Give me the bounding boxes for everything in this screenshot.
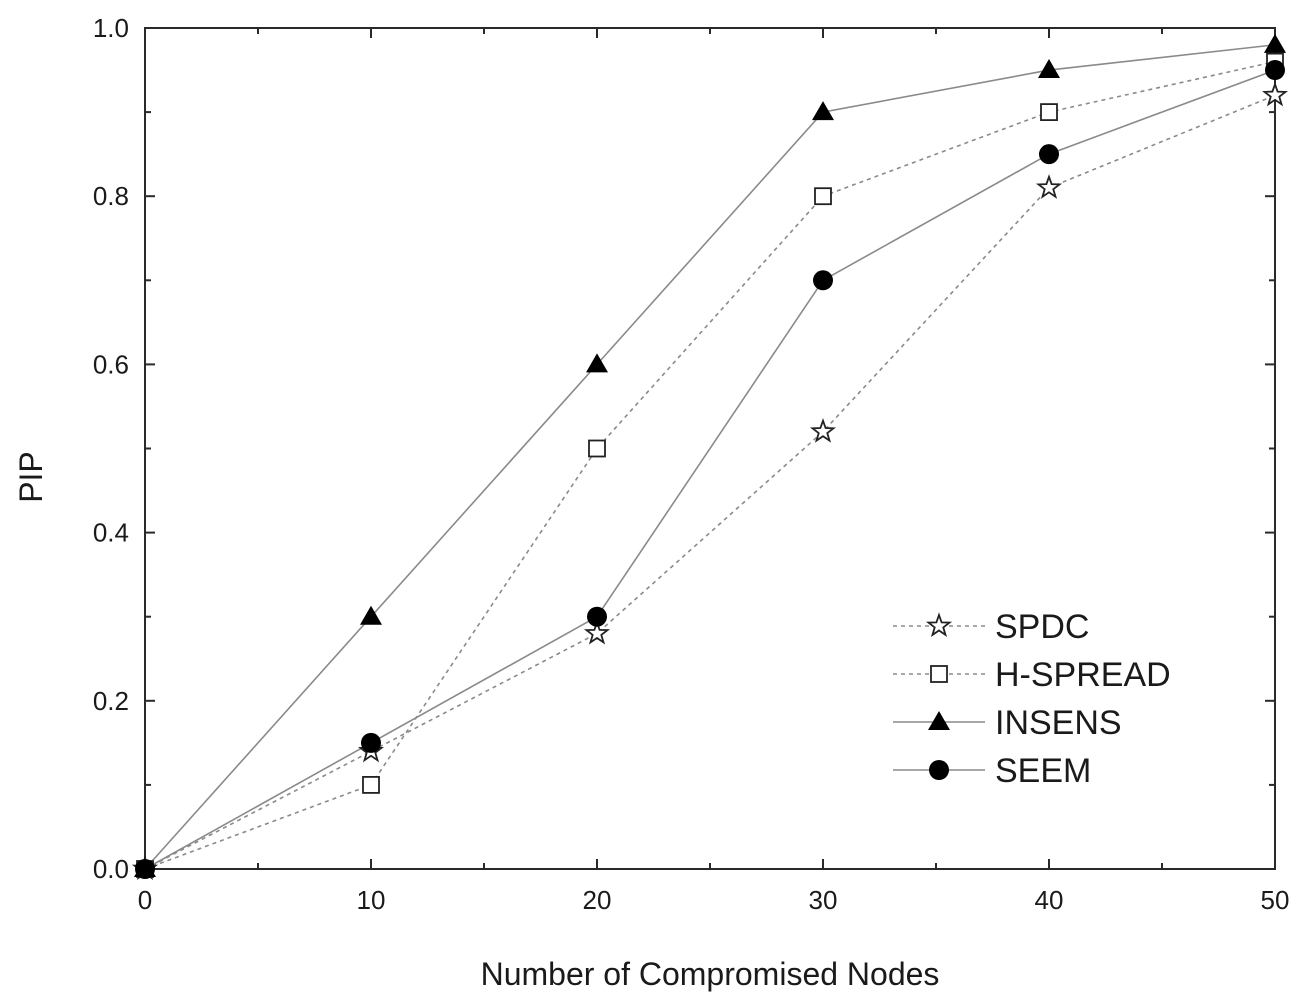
data-point-h-spread xyxy=(588,439,606,458)
legend-label-seem: SEEM xyxy=(995,752,1091,790)
data-point-seem xyxy=(361,732,381,753)
series-lines xyxy=(144,44,1276,870)
data-point-h-spread xyxy=(362,776,380,794)
data-point-spdc xyxy=(1035,174,1063,199)
legend-marker-h-spread xyxy=(930,665,948,683)
data-point-spdc xyxy=(583,619,611,645)
data-point-insens xyxy=(360,605,382,625)
series-line-seem xyxy=(144,69,1276,870)
data-point-seem xyxy=(587,606,607,627)
axis-ticks xyxy=(144,27,1276,870)
x-tick-label: 20 xyxy=(583,885,612,915)
legend-label-insens: INSENS xyxy=(995,704,1122,742)
data-point-insens xyxy=(812,101,834,121)
data-point-seem xyxy=(1039,144,1059,165)
data-point-seem xyxy=(1265,60,1285,81)
series-line-insens xyxy=(144,44,1276,870)
series-line-h-spread xyxy=(144,60,1276,870)
data-point-spdc xyxy=(809,418,837,443)
x-axis-label: Number of Compromised Nodes xyxy=(481,956,940,992)
y-tick-label: 0.4 xyxy=(93,518,129,548)
data-point-spdc xyxy=(1261,81,1289,107)
x-tick-label: 40 xyxy=(1035,885,1064,915)
y-axis-label: PIP xyxy=(13,451,49,503)
legend: SPDC H-SPREAD INSENS SEEM xyxy=(893,608,1171,790)
legend-label-spdc: SPDC xyxy=(995,608,1089,646)
y-tick-label: 0.6 xyxy=(93,349,129,379)
data-point-insens xyxy=(1038,59,1060,79)
legend-label-h-spread: H-SPREAD xyxy=(995,656,1171,694)
series-markers xyxy=(131,33,1289,881)
data-point-seem xyxy=(813,270,833,291)
data-point-h-spread xyxy=(1040,103,1058,121)
x-tick-label: 50 xyxy=(1261,885,1290,915)
x-tick-label: 0 xyxy=(138,885,152,915)
data-point-insens xyxy=(1264,33,1286,53)
x-tick-label: 10 xyxy=(357,885,386,915)
legend-marker-insens xyxy=(928,711,950,730)
series-line-spdc xyxy=(144,94,1276,870)
data-point-insens xyxy=(586,353,608,373)
data-point-seem xyxy=(135,859,155,879)
legend-marker-seem xyxy=(929,760,949,780)
data-point-h-spread xyxy=(814,187,832,206)
tick-labels: 0 10 20 30 40 50 0.0 0.2 0.4 0.6 0.8 1.0 xyxy=(93,13,1290,915)
y-tick-label: 0.0 xyxy=(93,854,129,884)
y-tick-label: 0.2 xyxy=(93,686,129,716)
y-tick-label: 0.8 xyxy=(93,181,129,211)
x-tick-label: 30 xyxy=(809,885,838,915)
legend-marker-spdc xyxy=(925,612,953,638)
y-tick-label: 1.0 xyxy=(93,13,129,43)
